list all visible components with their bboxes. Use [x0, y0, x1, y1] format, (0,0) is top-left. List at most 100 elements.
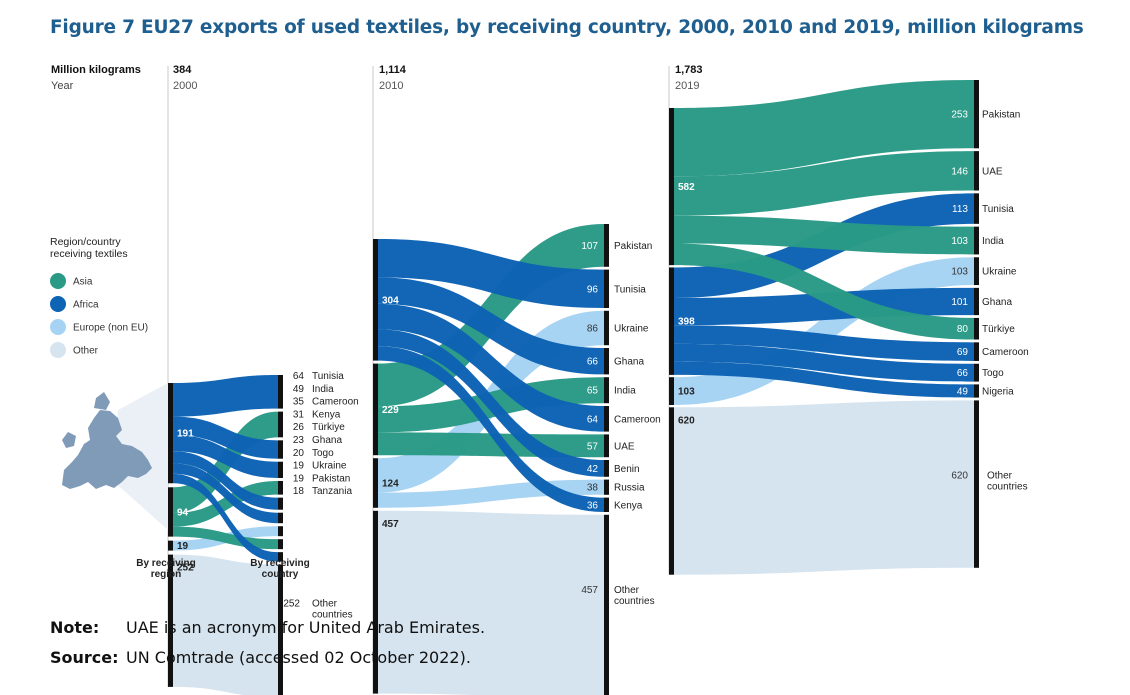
country-bar-tunisia — [974, 193, 979, 224]
country-bar-ghana — [278, 497, 283, 510]
year-total: 384 — [173, 64, 192, 76]
country-value-ukraine: 103 — [951, 267, 968, 278]
region-value-other: 252 — [177, 563, 194, 574]
country-bar-russia — [604, 479, 609, 495]
country-label-turkiye: Türkiye — [312, 422, 345, 433]
country-value-ghana: 23 — [293, 435, 305, 446]
year-column-2010: 1,114 2010 — [379, 64, 407, 92]
country-bar-ghana — [974, 287, 979, 316]
country-value-other-countries: 620 — [951, 470, 968, 481]
country-value-turkiye: 80 — [957, 324, 969, 335]
country-value-cameroon: 69 — [957, 347, 969, 358]
map-mainland — [62, 410, 152, 489]
country-label-india: India — [982, 236, 1004, 247]
region-bar-other — [373, 510, 378, 694]
flow-asia-to-india — [674, 215, 974, 255]
country-bar-benin — [604, 460, 609, 477]
country-value-india: 65 — [587, 386, 599, 397]
flow-africa-to-cameroon — [674, 325, 974, 361]
axis-label-by-country: By receiving — [250, 558, 309, 569]
country-label-tunisia: Tunisia — [982, 204, 1014, 215]
country-bar-togo — [278, 512, 283, 524]
region-bar-asia — [168, 487, 173, 537]
flow-asia-to-turkiye — [674, 243, 974, 340]
country-value-other-countries: 252 — [283, 599, 300, 610]
country-label-togo: Togo — [312, 448, 334, 459]
country-bar-togo — [974, 363, 979, 382]
country-bar-tanzania — [278, 552, 283, 562]
flows — [173, 80, 974, 695]
country-label-other-countries: countries — [312, 610, 353, 621]
flow-other-to-other-countries — [674, 400, 974, 575]
note-text: UAE is an acronym for United Arab Emirat… — [126, 618, 486, 637]
country-bar-other-countries — [278, 564, 283, 695]
country-bar-kenya — [604, 497, 609, 512]
country-bar-ghana — [604, 348, 609, 375]
country-value-tanzania: 18 — [293, 486, 305, 497]
region-value-asia: 94 — [177, 507, 189, 518]
region-value-europe-non-eu: 124 — [382, 479, 399, 490]
region-bar-africa — [669, 267, 674, 375]
region-bar-europe-non-eu — [168, 540, 173, 551]
region-value-europe-non-eu: 103 — [678, 387, 695, 398]
flow-africa-to-kenya — [378, 346, 604, 512]
map-islands — [62, 432, 76, 448]
year-label: Year — [51, 80, 74, 92]
year-column-2000: 384 2000 — [173, 64, 197, 92]
country-value-other-countries: 457 — [581, 585, 598, 596]
country-label-turkiye: Türkiye — [982, 324, 1015, 335]
legend-label-africa: Africa — [73, 300, 99, 311]
country-value-tunisia: 96 — [587, 284, 599, 295]
year-value: 2010 — [379, 80, 403, 92]
country-value-cameroon: 35 — [293, 397, 305, 408]
legend-label-europe-non-eu: Europe (non EU) — [73, 323, 148, 334]
country-label-ukraine: Ukraine — [982, 267, 1017, 278]
europe-map-icon — [62, 383, 168, 530]
country-label-ghana: Ghana — [982, 297, 1012, 308]
flow-asia-to-uae — [674, 151, 974, 216]
country-value-tunisia: 64 — [293, 371, 305, 382]
country-label-other-countries: countries — [614, 596, 655, 607]
country-label-ghana: Ghana — [312, 435, 342, 446]
flow-africa-to-benin — [378, 329, 604, 477]
region-value-other: 457 — [382, 519, 399, 530]
country-bar-turkiye — [278, 480, 283, 495]
country-value-benin: 42 — [587, 464, 599, 475]
country-label-uae: UAE — [614, 441, 635, 452]
country-bar-other-countries — [604, 514, 609, 695]
country-label-other-countries: Other — [987, 470, 1013, 481]
country-label-other-countries: Other — [312, 599, 338, 610]
country-bar-tunisia — [604, 269, 609, 308]
flow-africa-to-tanzania — [173, 473, 278, 562]
country-value-uae: 57 — [587, 441, 599, 452]
figure-title: Figure 7 EU27 exports of used textiles, … — [50, 17, 1084, 38]
country-bar-cameroon — [604, 406, 609, 432]
country-value-togo: 20 — [293, 448, 305, 459]
country-value-togo: 66 — [957, 368, 969, 379]
node-bars — [168, 80, 979, 695]
region-value-africa: 191 — [177, 429, 194, 440]
legend-title: receiving textiles — [50, 248, 128, 260]
country-value-russia: 38 — [587, 483, 599, 494]
region-value-africa: 304 — [382, 295, 399, 306]
country-value-ukraine: 86 — [587, 324, 599, 335]
country-label-cameroon: Cameroon — [312, 397, 359, 408]
source-label: Source: — [50, 648, 119, 667]
flow-asia-to-turkiye — [173, 480, 278, 527]
country-bar-cameroon — [278, 440, 283, 459]
country-value-tunisia: 113 — [952, 204, 968, 215]
flow-asia-to-pakistan — [173, 526, 278, 550]
country-bar-ukraine — [278, 526, 283, 537]
country-bar-pakistan — [974, 80, 979, 149]
country-label-cameroon: Cameroon — [614, 414, 661, 425]
country-value-ghana: 66 — [587, 357, 599, 368]
country-bar-india — [604, 377, 609, 404]
country-bar-tunisia — [278, 375, 283, 409]
country-bar-ukraine — [604, 310, 609, 346]
flow-africa-to-tunisia — [378, 239, 604, 308]
country-value-nigeria: 49 — [957, 386, 969, 397]
region-value-asia: 582 — [678, 182, 695, 193]
region-bar-asia — [669, 108, 674, 266]
country-value-turkiye: 26 — [293, 422, 305, 433]
